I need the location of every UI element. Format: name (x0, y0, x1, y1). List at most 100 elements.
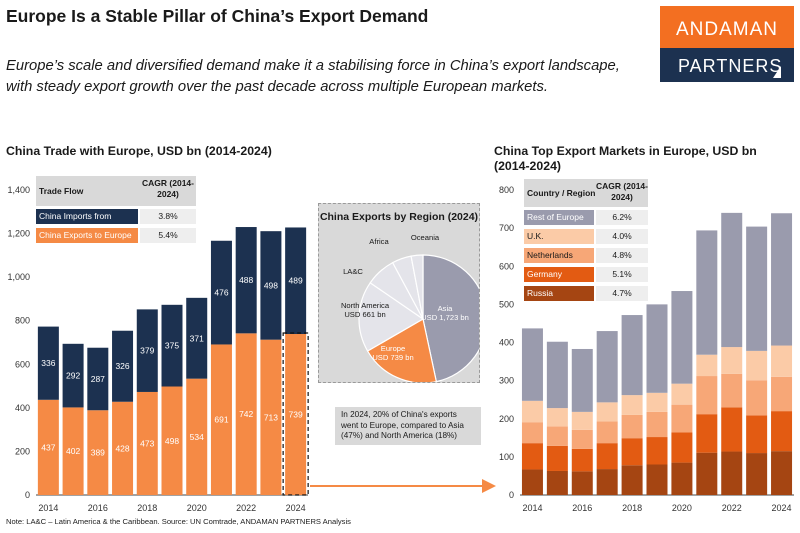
markets-chart-title: China Top Export Markets in Europe, USD … (494, 144, 757, 173)
y-tick-label: 100 (499, 452, 514, 462)
bar-segment (696, 452, 718, 495)
trade-chart: 0 200 400 600 800 1,000 1,200 1,400 437 336 2014 40… (7, 185, 309, 513)
legend-entry: China Imports from Europe (36, 209, 138, 236)
y-tick-label: 700 (499, 223, 514, 233)
data-label-imports: 336 (41, 358, 55, 368)
data-label-imports: 287 (91, 374, 105, 384)
trade-legend-table: Trade Flow CAGR (2014-2024) China Imports … (36, 176, 199, 243)
logo-mark-icon (773, 66, 781, 78)
bar-segment (596, 443, 618, 470)
x-tick-label: 2016 (88, 503, 108, 513)
bar-imports (186, 297, 208, 379)
footnote: Note: LA&C – Latin America & the Caribbe… (6, 517, 351, 526)
bar-segment (621, 465, 643, 495)
data-label-imports: 489 (289, 276, 303, 286)
bar-segment (571, 348, 593, 412)
markets-chart: 0 100 200 300 400 500 600 700 800 2014 2016 2018 202… (499, 185, 794, 513)
bar-segment (671, 383, 693, 405)
bar-segment (571, 471, 593, 495)
data-label-exports: 389 (91, 448, 105, 458)
y-tick-label: 1,200 (7, 229, 30, 239)
pie-label: Asia USD 1,723 bn (421, 304, 469, 322)
bar-segment (696, 376, 718, 415)
bar-segment (746, 226, 768, 351)
bar-segment (696, 414, 718, 453)
bar-segment (621, 315, 643, 396)
x-tick-label: 2020 (672, 503, 692, 513)
y-tick-label: 800 (15, 316, 30, 326)
legend-cagr-value: 4.8% (596, 248, 648, 263)
y-tick-label: 200 (499, 414, 514, 424)
markets-legend-table: Country / Region CAGR (2014-2024) Rest of … (524, 179, 649, 301)
bar-segment (546, 408, 568, 427)
bar-segment (646, 411, 668, 438)
y-tick-label: 200 (15, 446, 30, 456)
legend-header-cagr: CAGR (2014-2024) (596, 179, 648, 207)
bar-segment (596, 421, 618, 444)
y-tick-label: 600 (15, 359, 30, 369)
bar-segment (671, 432, 693, 463)
bar-segment (671, 291, 693, 384)
x-tick-label: 2014 (522, 503, 542, 513)
data-label-imports: 488 (239, 275, 253, 285)
data-label-exports: 437 (41, 442, 55, 452)
pie-slice (358, 281, 425, 352)
bar-segment (621, 438, 643, 466)
region-pie-chart: Asia USD 1,723 bn Europe USD 739 bn North Am… (341, 233, 479, 382)
legend-entry: U.K. (524, 229, 594, 244)
bar-segment (721, 451, 743, 495)
y-tick-label: 0 (509, 490, 514, 500)
bar-imports (235, 227, 257, 334)
data-label-exports: 473 (140, 438, 154, 448)
data-label-imports: 375 (165, 341, 179, 351)
pie-title: China Exports by Region (2024) (319, 211, 479, 223)
pie-label: LA&C (343, 267, 363, 276)
x-tick-label: 2016 (572, 503, 592, 513)
callout-note: In 2024, 20% of China's exports went to … (335, 407, 481, 445)
bar-segment (621, 395, 643, 415)
legend-entry: Germany (524, 267, 594, 282)
bar-exports (161, 386, 183, 495)
bar-segment (696, 354, 718, 377)
y-tick-label: 1,000 (7, 272, 30, 282)
data-label-imports: 476 (214, 288, 228, 298)
data-label-exports: 534 (190, 432, 204, 442)
bar-segment (721, 212, 743, 348)
data-label-exports: 428 (115, 443, 129, 453)
bar-segment (671, 462, 693, 495)
bar-segment (771, 213, 793, 346)
bar-segment (521, 469, 543, 495)
legend-cagr-value: 3.8% (140, 209, 196, 224)
data-label-exports: 402 (66, 446, 80, 456)
pie-label: Oceania (411, 233, 440, 242)
x-tick-label: 2024 (286, 503, 306, 513)
legend-cagr-value: 5.1% (596, 267, 648, 282)
bar-segment (571, 429, 593, 449)
bar-exports (186, 378, 208, 495)
x-tick-label: 2020 (187, 503, 207, 513)
y-tick-label: 400 (15, 403, 30, 413)
pie-label: Africa (369, 237, 389, 246)
x-tick-label: 2018 (137, 503, 157, 513)
y-tick-label: 400 (499, 338, 514, 348)
legend-header-label: Country / Region (524, 179, 596, 207)
company-logo: ANDAMAN PARTNERS (660, 6, 794, 82)
bar-segment (671, 404, 693, 433)
bar-segment (646, 464, 668, 495)
highlight-box (282, 332, 309, 496)
data-label-exports: 498 (165, 436, 179, 446)
bar-segment (696, 230, 718, 355)
bar-segment (746, 350, 768, 381)
bar-imports (112, 330, 134, 402)
page-subtitle: Europe’s scale and diversified demand ma… (6, 58, 620, 95)
data-label-imports: 292 (66, 371, 80, 381)
y-tick-label: 1,400 (7, 185, 30, 195)
bar-segment (771, 376, 793, 412)
bar-imports (136, 309, 158, 392)
bar-segment (596, 331, 618, 403)
y-tick-label: 0 (25, 490, 30, 500)
pie-label: North America USD 661 bn (341, 301, 390, 319)
legend-entry: Rest of Europe (524, 210, 594, 225)
data-label-exports: 691 (214, 415, 228, 425)
bar-segment (521, 400, 543, 423)
